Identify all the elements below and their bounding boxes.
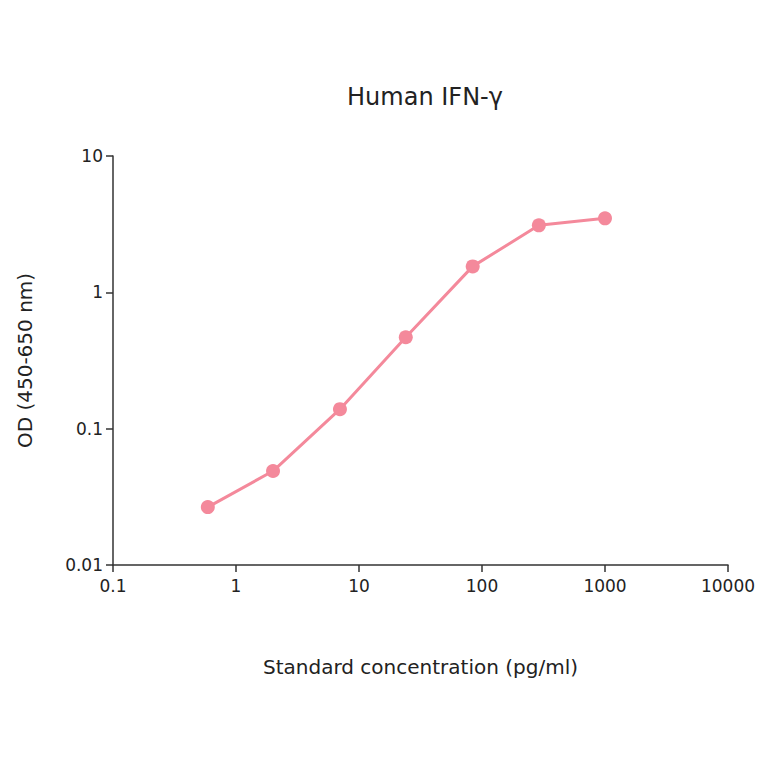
svg-text:0.1: 0.1 xyxy=(99,576,126,596)
svg-text:10: 10 xyxy=(81,146,103,166)
svg-text:1000: 1000 xyxy=(583,576,626,596)
svg-text:100: 100 xyxy=(466,576,498,596)
svg-text:OD (450-650 nm): OD (450-650 nm) xyxy=(13,273,37,448)
svg-text:10000: 10000 xyxy=(701,576,755,596)
svg-text:1: 1 xyxy=(92,282,103,302)
svg-text:0.01: 0.01 xyxy=(65,555,103,575)
svg-text:Human IFN-γ: Human IFN-γ xyxy=(347,83,503,111)
svg-text:10: 10 xyxy=(348,576,370,596)
svg-text:0.1: 0.1 xyxy=(76,419,103,439)
svg-text:1: 1 xyxy=(231,576,242,596)
svg-text:Standard concentration (pg/ml): Standard concentration (pg/ml) xyxy=(263,655,578,679)
